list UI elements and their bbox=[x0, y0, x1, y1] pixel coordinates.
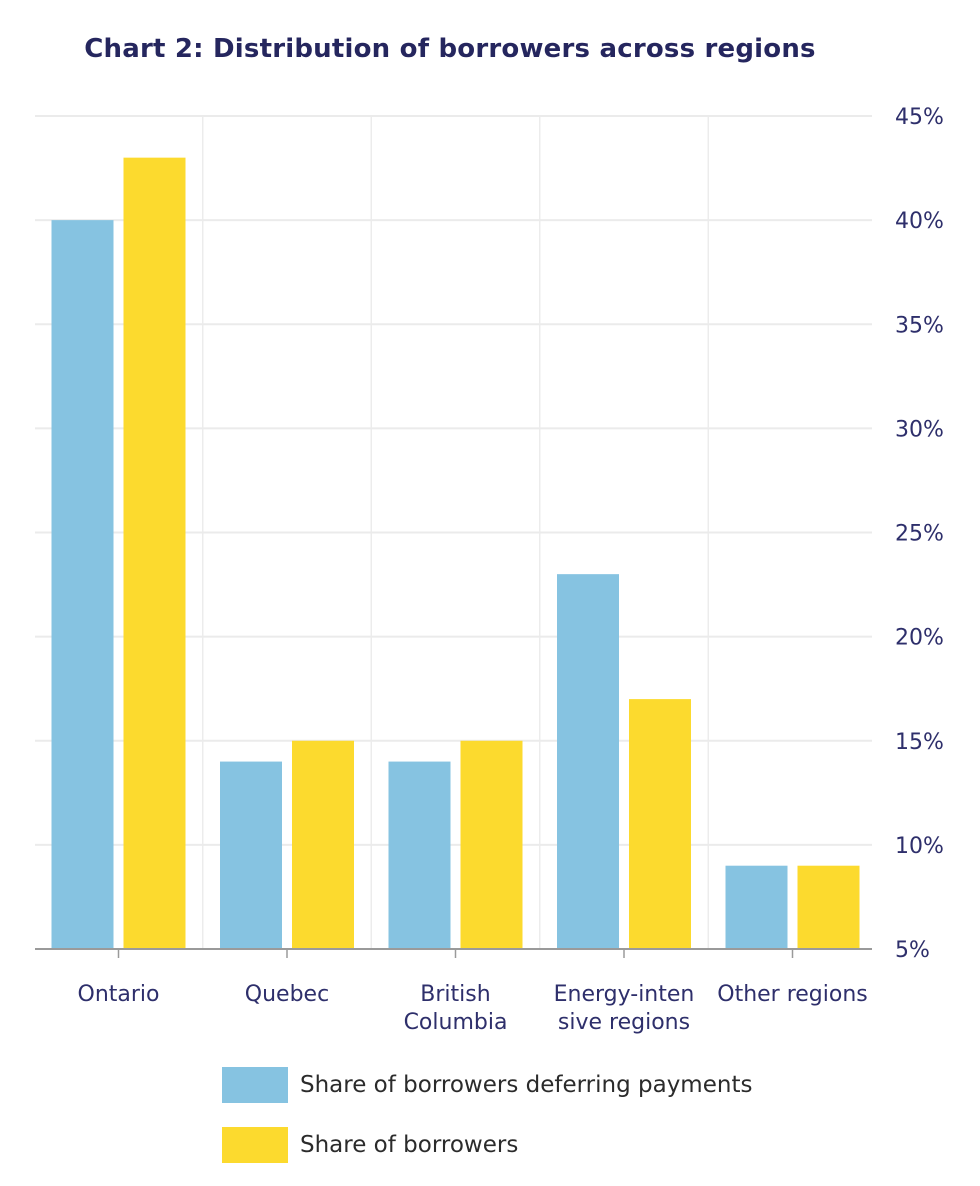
legend-label-borrowers: Share of borrowers bbox=[300, 1132, 519, 1158]
y-tick-label: 30% bbox=[895, 417, 944, 442]
bar-series-2-category-2 bbox=[292, 740, 354, 949]
bar-series-2-category-4 bbox=[629, 699, 691, 949]
x-tick-label: Other regions bbox=[717, 982, 868, 1007]
y-tick-label: 15% bbox=[895, 730, 944, 755]
legend: Share of borrowers deferring payments Sh… bbox=[222, 1066, 752, 1186]
bars bbox=[51, 157, 860, 949]
bar-series-1-category-1 bbox=[51, 220, 114, 949]
bar-chart: 5% 10% 15% 20% 25% 30% 35% 40% 45% Ontario Quebec B… bbox=[35, 105, 944, 1035]
legend-item-borrowers: Share of borrowers bbox=[222, 1126, 752, 1164]
y-tick-label: 35% bbox=[895, 313, 944, 338]
x-tick-label: Energy-inten sive regions bbox=[554, 982, 695, 1035]
y-tick-label: 40% bbox=[895, 209, 944, 234]
y-tick-label: 10% bbox=[895, 834, 944, 859]
bar-series-2-category-3 bbox=[460, 740, 523, 949]
tick-labels: 5% 10% 15% 20% 25% 30% 35% 40% 45% Ontario Quebec B… bbox=[78, 105, 944, 1035]
bar-series-1-category-5 bbox=[725, 865, 788, 949]
y-tick-label: 20% bbox=[895, 626, 944, 651]
x-tick-label: Quebec bbox=[245, 982, 329, 1007]
y-tick-label: 25% bbox=[895, 522, 944, 547]
bar-series-2-category-1 bbox=[123, 157, 186, 949]
bar-series-1-category-2 bbox=[220, 761, 282, 949]
y-tick-label: 45% bbox=[895, 105, 944, 130]
legend-label-deferring: Share of borrowers deferring payments bbox=[300, 1072, 753, 1098]
bar-series-2-category-5 bbox=[797, 865, 860, 949]
chart-title: Chart 2: Distribution of borrowers acros… bbox=[84, 34, 816, 64]
y-tick-label: 5% bbox=[895, 938, 930, 963]
x-tick-label: British Columbia bbox=[404, 982, 508, 1035]
axes bbox=[35, 948, 872, 958]
legend-swatch-borrowers bbox=[222, 1127, 288, 1163]
legend-item-deferring: Share of borrowers deferring payments bbox=[222, 1066, 752, 1104]
x-tick-label: Ontario bbox=[78, 982, 160, 1007]
bar-series-1-category-3 bbox=[388, 761, 451, 949]
legend-swatch-deferring bbox=[222, 1067, 288, 1103]
bar-series-1-category-4 bbox=[557, 574, 619, 949]
